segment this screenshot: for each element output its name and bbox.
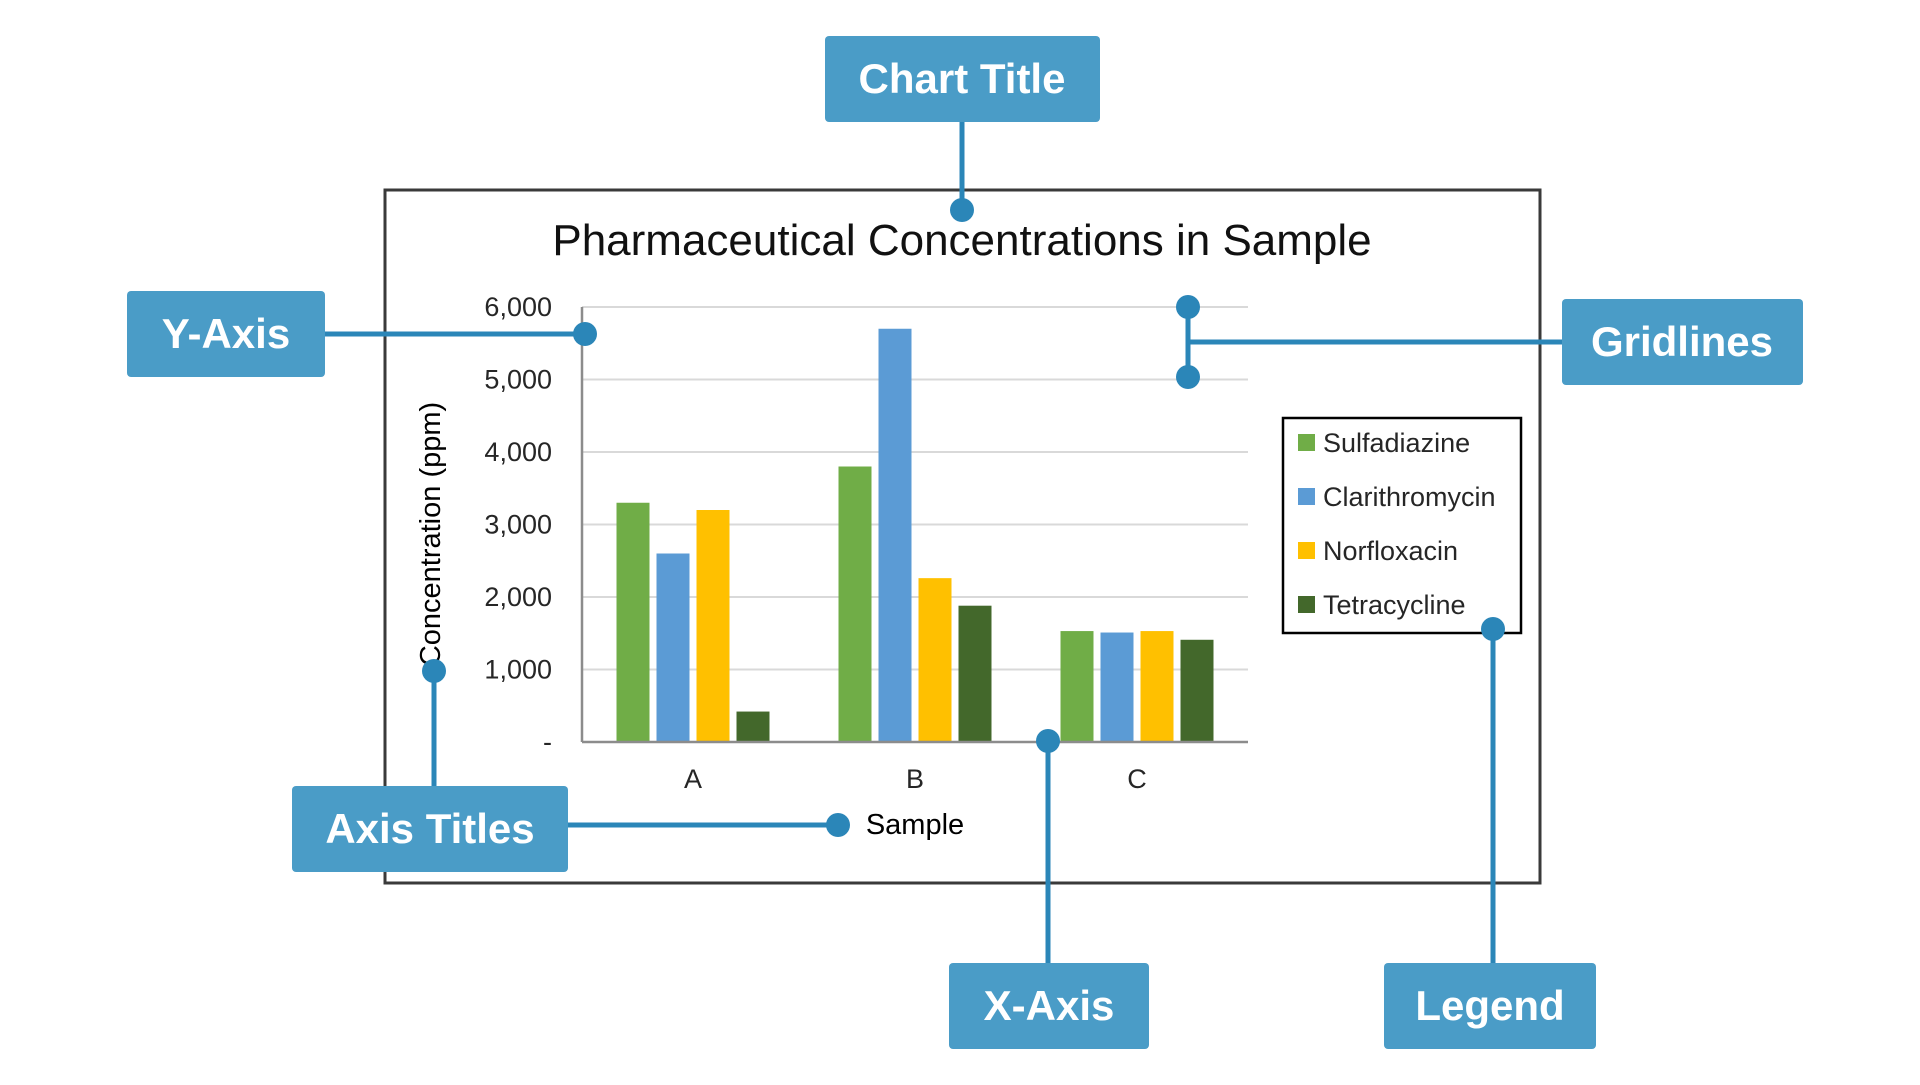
y-axis-callout: Y-Axis	[127, 291, 325, 377]
legend-callout-label: Legend	[1415, 982, 1564, 1029]
legend-label: Tetracycline	[1323, 590, 1466, 620]
bar-clarithromycin-b	[878, 328, 912, 742]
y-tick-label: 2,000	[484, 582, 552, 612]
y-tick-label: 4,000	[484, 437, 552, 467]
x-tick-label: A	[684, 764, 702, 794]
chart-title-callout-box	[825, 36, 1100, 122]
legend-swatch	[1298, 488, 1315, 505]
bars	[616, 328, 1214, 742]
legend-dot	[1481, 617, 1505, 641]
y-tick-label: 5,000	[484, 365, 552, 395]
gridlines-callout: Gridlines	[1562, 299, 1803, 385]
bar-tetracycline-a	[736, 711, 770, 742]
axis-titles-callout-label: Axis Titles	[325, 805, 534, 852]
bar-sulfadiazine-a	[616, 502, 650, 742]
bar-tetracycline-b	[958, 605, 992, 742]
legend-callout-box	[1384, 963, 1596, 1049]
x-axis-callout-box	[949, 963, 1149, 1049]
gridlines	[582, 306, 1248, 671]
y-axis-callout-box	[127, 291, 325, 377]
chart-title-callout: Chart Title	[825, 36, 1100, 122]
y-tick-label: 1,000	[484, 655, 552, 685]
bar-norfloxacin-a	[696, 510, 730, 742]
legend-swatch	[1298, 542, 1315, 559]
y-tick-label: 6,000	[484, 292, 552, 322]
gridlines-callout-box	[1562, 299, 1803, 385]
x-axis-callout-label: X-Axis	[984, 982, 1115, 1029]
legend-label: Clarithromycin	[1323, 482, 1496, 512]
y-axis-callout-label: Y-Axis	[162, 310, 290, 357]
bar-tetracycline-c	[1180, 639, 1214, 742]
x-axis-title: Sample	[866, 809, 964, 841]
x-tick-labels: A B C	[684, 764, 1147, 794]
chart-title-callout-label: Chart Title	[859, 55, 1066, 102]
bar-norfloxacin-c	[1140, 631, 1174, 742]
bar-sulfadiazine-c	[1060, 631, 1094, 742]
axis-titles-callout: Axis Titles	[292, 786, 568, 872]
legend: Sulfadiazine Clarithromycin Norfloxacin Tet…	[1298, 428, 1496, 620]
x-tick-label: B	[906, 764, 924, 794]
gridlines-dot-top	[1176, 295, 1200, 319]
y-axis-title: Concentration (ppm)	[415, 402, 447, 666]
x-axis-callout: X-Axis	[949, 963, 1149, 1049]
bar-sulfadiazine-b	[838, 466, 872, 742]
bar-clarithromycin-a	[656, 553, 690, 742]
legend-callout: Legend	[1384, 963, 1596, 1049]
x-tick-label: C	[1127, 764, 1147, 794]
legend-swatch	[1298, 596, 1315, 613]
y-tick-label: 3,000	[484, 510, 552, 540]
axis-titles-callout-box	[292, 786, 568, 872]
legend-label: Norfloxacin	[1323, 536, 1458, 566]
legend-label: Sulfadiazine	[1323, 428, 1470, 458]
gridlines-callout-label: Gridlines	[1591, 318, 1773, 365]
chart-title-dot	[950, 198, 974, 222]
axis-titles-dot-x	[826, 813, 850, 837]
chart-title: Pharmaceutical Concentrations in Sample	[552, 216, 1371, 265]
y-axis-dot	[573, 322, 597, 346]
x-axis-dot	[1036, 729, 1060, 753]
bar-clarithromycin-c	[1100, 632, 1134, 742]
y-tick-label: -	[543, 727, 552, 757]
legend-swatch	[1298, 434, 1315, 451]
y-tick-labels: - 1,000 2,000 3,000 4,000 5,000 6,000	[484, 292, 552, 757]
bar-norfloxacin-b	[918, 578, 952, 742]
legend-box	[1281, 416, 1523, 635]
gridlines-dot-bottom	[1176, 365, 1200, 389]
axes	[580, 307, 1248, 744]
axis-titles-dot-y	[422, 659, 446, 683]
